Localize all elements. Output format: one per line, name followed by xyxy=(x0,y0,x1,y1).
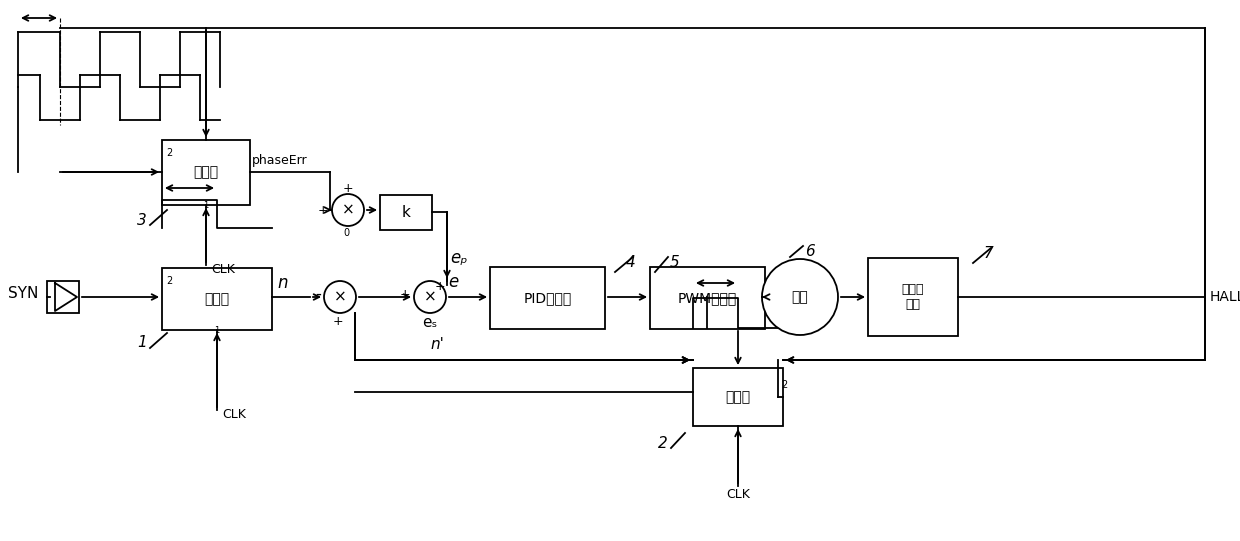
Text: 霍尔传
感器: 霍尔传 感器 xyxy=(901,283,924,311)
Text: 计数器: 计数器 xyxy=(725,390,750,404)
Bar xyxy=(162,140,250,205)
Text: e: e xyxy=(448,273,459,291)
Text: eₚ: eₚ xyxy=(450,249,467,267)
Bar xyxy=(490,267,605,329)
Text: SYN: SYN xyxy=(7,287,38,301)
Text: 3: 3 xyxy=(138,213,148,228)
Text: 2: 2 xyxy=(166,276,172,286)
Text: 5: 5 xyxy=(670,255,680,270)
Text: CLK: CLK xyxy=(211,263,234,276)
Text: 1: 1 xyxy=(203,201,208,210)
Text: 0: 0 xyxy=(343,228,350,238)
Text: 电机: 电机 xyxy=(791,290,808,304)
Text: k: k xyxy=(402,205,410,220)
Text: 2: 2 xyxy=(781,380,787,390)
Text: phaseErr: phaseErr xyxy=(252,154,308,167)
Text: +: + xyxy=(434,280,445,294)
Text: 4: 4 xyxy=(625,255,635,270)
Text: CLK: CLK xyxy=(222,408,246,421)
Text: 1: 1 xyxy=(215,326,219,335)
Bar xyxy=(47,281,79,313)
Text: ×: × xyxy=(342,202,355,217)
Bar xyxy=(868,258,959,336)
Text: +: + xyxy=(332,315,343,328)
Text: +: + xyxy=(342,181,353,195)
Text: PID控制器: PID控制器 xyxy=(523,291,572,305)
Circle shape xyxy=(763,259,838,335)
Circle shape xyxy=(324,281,356,313)
Text: 1: 1 xyxy=(138,335,148,350)
Text: 计数器: 计数器 xyxy=(193,166,218,180)
Text: ×: × xyxy=(334,289,346,305)
Bar xyxy=(379,195,432,230)
Text: +: + xyxy=(399,287,410,300)
Text: n: n xyxy=(277,274,288,292)
Text: eₛ: eₛ xyxy=(423,315,438,330)
Bar xyxy=(693,368,782,426)
Text: 7: 7 xyxy=(983,246,993,261)
Text: +: + xyxy=(317,203,329,216)
Circle shape xyxy=(332,194,365,226)
Text: ×: × xyxy=(424,289,436,305)
Text: 6: 6 xyxy=(805,244,815,259)
Bar xyxy=(650,267,765,329)
Bar xyxy=(162,268,272,330)
Text: HALL_A: HALL_A xyxy=(1210,290,1240,304)
Circle shape xyxy=(414,281,446,313)
Text: 2: 2 xyxy=(658,436,668,451)
Text: PWM控制器: PWM控制器 xyxy=(678,291,737,305)
Text: CLK: CLK xyxy=(727,488,750,501)
Text: 2: 2 xyxy=(166,148,172,158)
Text: 计数器: 计数器 xyxy=(205,292,229,306)
Text: n': n' xyxy=(430,337,444,352)
Text: -: - xyxy=(315,285,321,303)
